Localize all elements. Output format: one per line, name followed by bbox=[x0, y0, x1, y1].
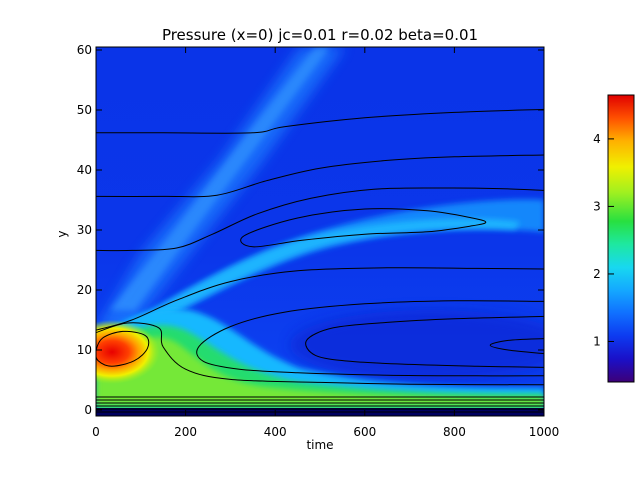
x-tick-label: 200 bbox=[174, 425, 197, 439]
contour-line-mid-3 bbox=[305, 315, 544, 368]
peak-hotspot bbox=[96, 320, 160, 384]
contour-line-mid-2 bbox=[196, 300, 544, 377]
bottom-contours bbox=[96, 396, 544, 413]
y-tick-label: 60 bbox=[77, 43, 92, 57]
wavefront-core bbox=[110, 47, 330, 310]
colorbar-tick-label: 2 bbox=[593, 267, 601, 281]
y-tick-label: 20 bbox=[77, 283, 92, 297]
contour-line-mid-1 bbox=[96, 267, 544, 331]
heatmap-field bbox=[96, 47, 544, 416]
y-tick-label: 0 bbox=[84, 403, 92, 417]
chart-title: Pressure (x=0) jc=0.01 r=0.02 beta=0.01 bbox=[162, 26, 478, 44]
colorbar-ticks: 1 2 3 4 bbox=[593, 132, 614, 348]
contour-line-outer-2 bbox=[96, 154, 544, 198]
contour-line-outer-3 bbox=[96, 187, 544, 252]
contour-line-peak-2 bbox=[96, 330, 150, 367]
x-axis-ticks: 0 200 400 600 800 1000 bbox=[92, 47, 559, 439]
y-tick-label: 50 bbox=[77, 103, 92, 117]
y-tick-label: 40 bbox=[77, 163, 92, 177]
colorbar: 1 2 3 4 bbox=[593, 94, 635, 383]
plume-band-outer bbox=[96, 199, 544, 352]
x-tick-label: 800 bbox=[443, 425, 466, 439]
x-tick-label: 1000 bbox=[529, 425, 560, 439]
x-tick-label: 400 bbox=[264, 425, 287, 439]
plot-frame bbox=[95, 46, 545, 417]
y-tick-label: 10 bbox=[77, 343, 92, 357]
plume-band-inner bbox=[100, 218, 520, 346]
bottom-layer-lime bbox=[96, 337, 544, 405]
y-axis-ticks: 0 10 20 30 40 50 60 bbox=[77, 43, 544, 417]
y-tick-label: 30 bbox=[77, 223, 92, 237]
colorbar-tick-label: 3 bbox=[593, 199, 601, 213]
x-tick-label: 600 bbox=[353, 425, 376, 439]
colorbar-gradient bbox=[607, 94, 635, 383]
colorbar-tick-label: 4 bbox=[593, 132, 601, 146]
contour-line-hot-1 bbox=[489, 338, 544, 355]
y-axis-label: y bbox=[55, 230, 69, 237]
colorbar-tick-label: 1 bbox=[593, 334, 601, 348]
contour-line-peak-1 bbox=[96, 322, 544, 386]
contour-line-band-closed bbox=[240, 208, 487, 248]
contour-line-outer-1 bbox=[96, 108, 544, 134]
inner-low-region bbox=[290, 310, 544, 380]
contour-lines bbox=[96, 108, 544, 386]
x-axis-label: time bbox=[306, 438, 333, 452]
x-tick-label: 0 bbox=[92, 425, 100, 439]
